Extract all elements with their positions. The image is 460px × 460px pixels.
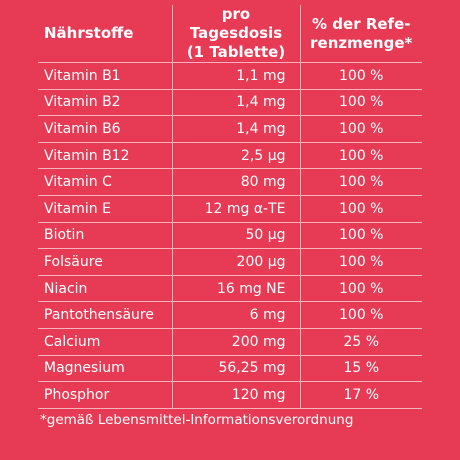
table-row: Vitamin B12 2,5 µg 100 %: [38, 141, 422, 170]
nutrient-amount: 200 mg: [171, 327, 301, 356]
nutrient-amount: 80 mg: [171, 168, 301, 196]
nutrient-name: Vitamin E: [38, 194, 173, 223]
table-row: Phosphor 120 mg 17 %: [38, 381, 422, 409]
header-reference-percent: % der Refe-renzmenge*: [299, 5, 422, 63]
nutrient-amount: 50 µg: [171, 221, 301, 250]
nutrient-amount: 1,4 mg: [171, 88, 301, 117]
table-row: Magnesium 56,25 mg 15 %: [38, 354, 422, 383]
nutrient-name: Vitamin B6: [38, 115, 173, 143]
nutrient-name: Magnesium: [38, 354, 173, 383]
table-row: Niacin 16 mg NE 100 %: [38, 274, 422, 303]
nutrient-name: Vitamin B1: [38, 62, 173, 90]
header-row: Nährstoffe pro Tagesdosis (1 Tablette) % …: [38, 5, 422, 63]
nutrient-amount: 1,1 mg: [171, 62, 301, 90]
reference-percent: 100 %: [299, 168, 422, 196]
reference-percent: 100 %: [299, 141, 422, 170]
nutrient-amount: 16 mg NE: [171, 274, 301, 303]
table-row: Vitamin B2 1,4 mg 100 %: [38, 88, 422, 117]
reference-percent: 100 %: [299, 194, 422, 223]
nutrient-name: Calcium: [38, 327, 173, 356]
table-row: Vitamin B6 1,4 mg 100 %: [38, 115, 422, 143]
nutrient-amount: 56,25 mg: [171, 354, 301, 383]
table-row: Biotin 50 µg 100 %: [38, 221, 422, 250]
nutrient-name: Vitamin B12: [38, 141, 173, 170]
table-row: Vitamin C 80 mg 100 %: [38, 168, 422, 196]
nutrient-amount: 120 mg: [171, 381, 301, 409]
reference-percent: 100 %: [299, 248, 422, 276]
table-row: Vitamin B1 1,1 mg 100 %: [38, 62, 422, 90]
header-daily-dose: pro Tagesdosis (1 Tablette): [171, 5, 301, 63]
nutrient-name: Pantothensäure: [38, 301, 173, 329]
nutrient-name: Folsäure: [38, 248, 173, 276]
footnote: *gemäß Lebensmittel-Informationsverordnu…: [40, 412, 354, 428]
table-row: Folsäure 200 µg 100 %: [38, 248, 422, 276]
nutrient-name: Vitamin B2: [38, 88, 173, 117]
nutrient-name: Niacin: [38, 274, 173, 303]
table-row: Vitamin E 12 mg α-TE 100 %: [38, 194, 422, 223]
nutrient-name: Phosphor: [38, 381, 173, 409]
reference-percent: 25 %: [299, 327, 422, 356]
nutrition-table: Nährstoffe pro Tagesdosis (1 Tablette) % …: [38, 5, 422, 409]
reference-percent: 100 %: [299, 274, 422, 303]
nutrient-name: Biotin: [38, 221, 173, 250]
nutrient-name: Vitamin C: [38, 168, 173, 196]
reference-percent: 100 %: [299, 62, 422, 90]
header-nutrient: Nährstoffe: [38, 5, 173, 63]
nutrient-amount: 1,4 mg: [171, 115, 301, 143]
reference-percent: 100 %: [299, 301, 422, 329]
table-row: Pantothensäure 6 mg 100 %: [38, 301, 422, 329]
reference-percent: 15 %: [299, 354, 422, 383]
reference-percent: 17 %: [299, 381, 422, 409]
table-row: Calcium 200 mg 25 %: [38, 327, 422, 356]
nutrient-amount: 2,5 µg: [171, 141, 301, 170]
nutrient-amount: 6 mg: [171, 301, 301, 329]
reference-percent: 100 %: [299, 115, 422, 143]
reference-percent: 100 %: [299, 221, 422, 250]
reference-percent: 100 %: [299, 88, 422, 117]
nutrient-amount: 200 µg: [171, 248, 301, 276]
nutrient-amount: 12 mg α-TE: [171, 194, 301, 223]
